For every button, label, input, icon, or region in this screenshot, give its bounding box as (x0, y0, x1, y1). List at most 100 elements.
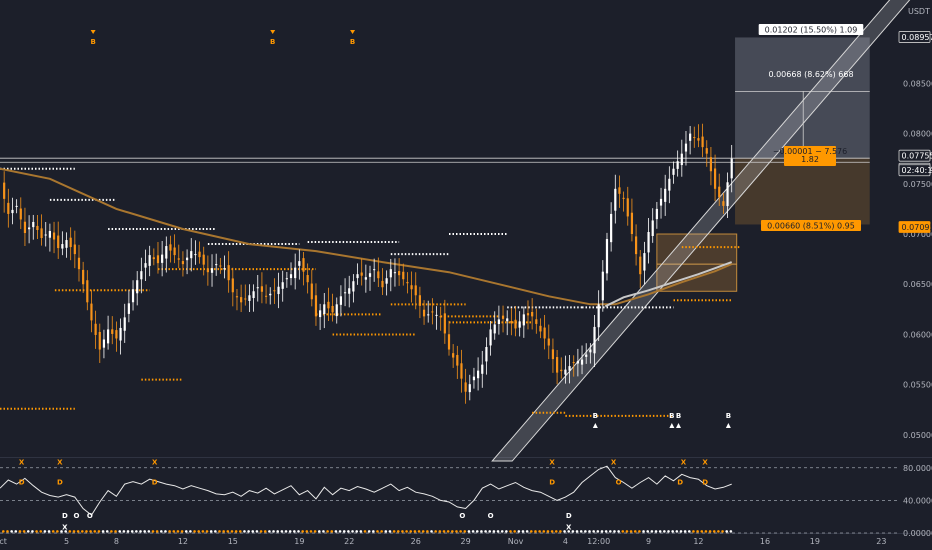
candle[interactable] (506, 318, 509, 322)
candle[interactable] (514, 319, 517, 329)
candle[interactable] (111, 329, 114, 334)
candle[interactable] (551, 349, 555, 360)
candle[interactable] (77, 257, 81, 270)
candle[interactable] (610, 213, 613, 243)
candle[interactable] (468, 384, 471, 393)
candle[interactable] (352, 281, 355, 292)
candle[interactable] (713, 168, 717, 189)
candle[interactable] (44, 234, 47, 236)
candle[interactable] (435, 314, 438, 316)
candle[interactable] (585, 354, 588, 357)
candle[interactable] (422, 309, 426, 317)
candle[interactable] (298, 261, 301, 266)
main-pane[interactable]: B B BB B B B0.01202 (15.50%) 1.090.00668 (8.6… (0, 0, 932, 534)
candle[interactable] (144, 263, 147, 268)
candle[interactable] (215, 264, 218, 266)
candle[interactable] (535, 319, 538, 324)
candle[interactable] (618, 187, 621, 194)
candle[interactable] (7, 202, 10, 214)
candle[interactable] (576, 361, 579, 364)
candle[interactable] (115, 330, 118, 339)
candle[interactable] (127, 303, 130, 314)
candle[interactable] (285, 278, 288, 280)
candle[interactable] (460, 363, 463, 379)
candle[interactable] (672, 168, 675, 175)
candle[interactable] (327, 301, 330, 309)
candle[interactable] (256, 287, 259, 289)
candle[interactable] (269, 293, 272, 296)
candle[interactable] (185, 257, 189, 261)
candle[interactable] (518, 321, 521, 328)
candle[interactable] (165, 246, 168, 259)
candle[interactable] (377, 271, 380, 279)
candle[interactable] (439, 316, 442, 318)
candle[interactable] (15, 205, 18, 207)
candle[interactable] (402, 271, 405, 280)
candle[interactable] (136, 280, 139, 294)
time-axis[interactable]: Oct 5 8 12 15 19 22 26 29 Nov 4 12:00 9 12 16 19 23 (0, 537, 886, 546)
candle[interactable] (701, 136, 704, 148)
candle[interactable] (235, 296, 239, 298)
candle[interactable] (360, 272, 363, 276)
candle[interactable] (680, 153, 683, 166)
candle[interactable] (343, 292, 347, 294)
candle[interactable] (709, 157, 713, 172)
candle[interactable] (190, 251, 193, 259)
rising-channel[interactable] (491, 0, 911, 462)
oscillator-line[interactable] (0, 465, 732, 516)
candle[interactable] (493, 324, 496, 334)
candle[interactable] (564, 369, 567, 375)
candle[interactable] (501, 315, 505, 319)
candle[interactable] (373, 269, 376, 271)
candle[interactable] (173, 247, 176, 256)
candle[interactable] (227, 265, 230, 281)
candle[interactable] (161, 254, 164, 263)
candle[interactable] (676, 161, 679, 169)
candle[interactable] (231, 278, 234, 293)
candle[interactable] (356, 274, 359, 279)
candle[interactable] (634, 236, 638, 255)
candle[interactable] (726, 182, 729, 207)
candle[interactable] (123, 317, 126, 331)
candle[interactable] (406, 282, 409, 284)
candle[interactable] (431, 311, 434, 313)
candle[interactable] (418, 295, 421, 306)
candle[interactable] (319, 310, 322, 318)
candle[interactable] (131, 289, 135, 303)
oscillator-pane[interactable]: 80.0000040.000000.00000XDXDXDDXOOOODXXDX… (0, 458, 932, 538)
candle[interactable] (510, 320, 513, 324)
candle[interactable] (323, 304, 326, 315)
consolidation-box[interactable] (656, 233, 738, 292)
candle[interactable] (456, 354, 459, 366)
candle[interactable] (82, 269, 85, 285)
candle[interactable] (697, 138, 700, 141)
candle[interactable] (94, 323, 97, 335)
candle[interactable] (106, 329, 110, 344)
candle[interactable] (289, 274, 293, 279)
candle[interactable] (560, 369, 563, 372)
candle[interactable] (210, 268, 214, 273)
candle[interactable] (655, 208, 658, 220)
candle[interactable] (98, 331, 101, 350)
candle[interactable] (398, 271, 401, 276)
candle[interactable] (381, 280, 384, 288)
candle[interactable] (48, 231, 51, 238)
candle[interactable] (73, 244, 76, 255)
candle[interactable] (601, 271, 604, 301)
candle[interactable] (140, 271, 143, 280)
candle[interactable] (668, 178, 671, 191)
candle[interactable] (643, 253, 646, 271)
candle[interactable] (526, 313, 530, 316)
candle[interactable] (593, 326, 596, 354)
candle[interactable] (368, 273, 372, 277)
candle[interactable] (281, 282, 284, 289)
candle[interactable] (639, 256, 642, 275)
candle[interactable] (472, 376, 476, 381)
candle[interactable] (244, 298, 247, 300)
candle[interactable] (489, 329, 492, 346)
candle[interactable] (722, 201, 725, 206)
candle[interactable] (427, 314, 430, 316)
candle[interactable] (497, 319, 500, 324)
candle[interactable] (605, 239, 609, 274)
candle[interactable] (555, 357, 559, 373)
